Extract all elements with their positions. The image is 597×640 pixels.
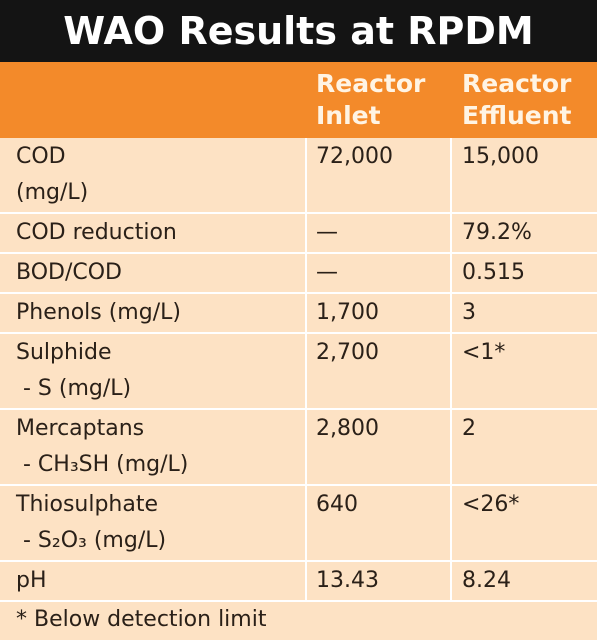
table-row (0, 410, 597, 486)
table-cell: <26* (462, 492, 520, 517)
row-label: pH (16, 568, 47, 593)
row-label: BOD/COD (16, 260, 122, 285)
row-label: Mercaptans (16, 416, 145, 441)
table-cell: 2,700 (316, 340, 379, 365)
table-row (0, 138, 597, 214)
table-row (0, 486, 597, 562)
footnote: * Below detection limit (16, 607, 267, 632)
header-row: Reactor Inlet Reactor Effluent (0, 62, 597, 138)
table-cell: 2,800 (316, 416, 379, 441)
row-label: Phenols (mg/L) (16, 300, 181, 325)
table-row (0, 214, 597, 254)
table-row (0, 562, 597, 602)
table-row (0, 294, 597, 334)
column-divider (305, 138, 307, 602)
table-cell: 13.43 (316, 568, 379, 593)
row-label: Sulphide (16, 340, 112, 365)
table-cell: — (316, 260, 338, 285)
table-cell: 15,000 (462, 144, 539, 169)
table-cell: 0.515 (462, 260, 525, 285)
table-row (0, 334, 597, 410)
table-cell: — (316, 220, 338, 245)
table-cell: 79.2% (462, 220, 532, 245)
table-cell: 1,700 (316, 300, 379, 325)
title: WAO Results at RPDM (0, 0, 597, 62)
column-header: Reactor Inlet (316, 69, 426, 130)
row-label: COD reduction (16, 220, 177, 245)
column-header: Reactor Effluent (462, 69, 572, 130)
table-cell: 640 (316, 492, 358, 517)
column-divider (450, 138, 452, 602)
row-label: (mg/L) (16, 180, 89, 205)
table-cell: 8.24 (462, 568, 511, 593)
row-label: Thiosulphate (16, 492, 159, 517)
table-cell: 2 (462, 416, 476, 441)
row-label: - S (mg/L) (16, 376, 132, 401)
row-label: - S₂O₃ (mg/L) (16, 528, 167, 553)
row-label: - CH₃SH (mg/L) (16, 452, 189, 477)
table-cell: 72,000 (316, 144, 393, 169)
table-cell: 3 (462, 300, 476, 325)
table-cell: <1* (462, 340, 506, 365)
table-row (0, 254, 597, 294)
row-label: COD (16, 144, 66, 169)
